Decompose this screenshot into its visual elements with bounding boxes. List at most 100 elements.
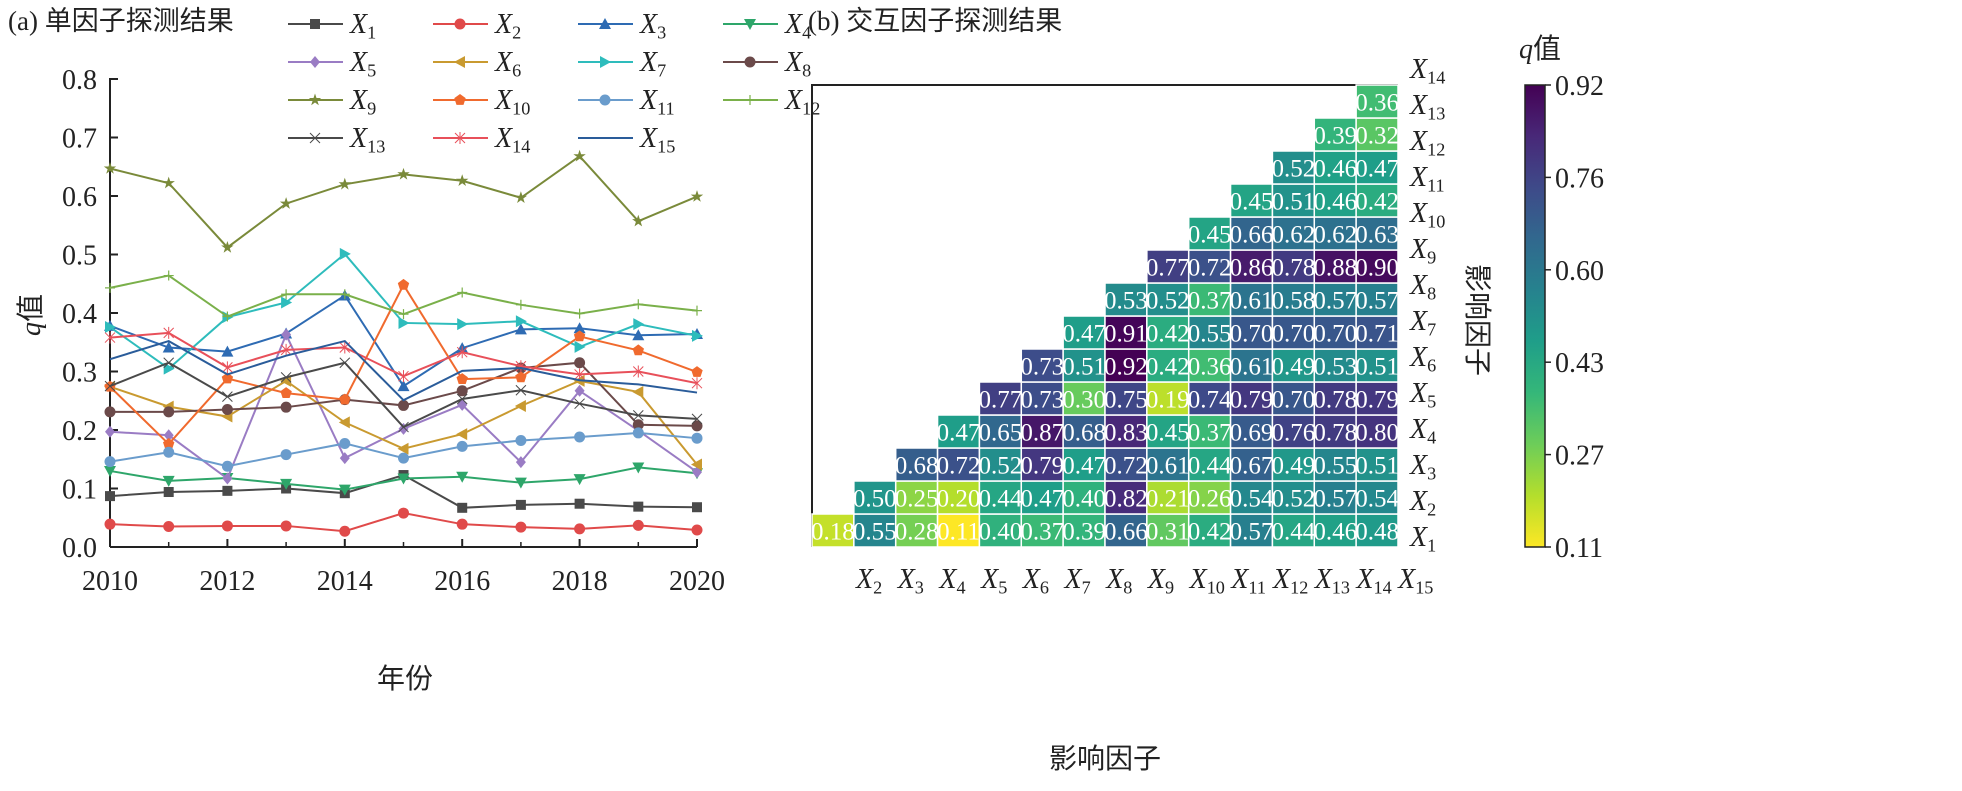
cell-value: 0.51 [1355,354,1399,381]
cell-value: 0.72 [1104,453,1148,480]
cell-value: 0.30 [1062,387,1106,414]
cell-value: 0.37 [1188,288,1232,315]
cell-value: 0.72 [1188,255,1232,282]
heatmap-cell: 0.66 [1104,513,1148,548]
series-X9 [103,149,704,253]
cell-rect [1229,216,1274,251]
cell-rect [1313,480,1357,515]
marker-plus [105,282,115,293]
marker-asterisk [163,326,175,339]
heatmap-cell: 0.57 [1229,513,1274,548]
cell-value: 0.66 [1230,222,1274,249]
marker-circle [221,520,233,532]
marker-circle [398,452,409,464]
marker-circle [104,518,116,530]
marker-triangle-down [456,471,469,483]
heatmap-cell: 0.47 [1062,315,1106,350]
marker-triangle-right [600,56,611,68]
cell-value: 0.44 [978,486,1022,513]
cell-value: 0.92 [1104,354,1148,381]
y-tick-label: 0.8 [62,65,97,96]
heatmap-cell: 0.47 [1062,447,1106,482]
heatmap-cell: 0.45 [1230,183,1273,218]
series-X7 [105,247,703,375]
heatmap-cell: 0.72 [1104,447,1148,482]
heatmap-cell: 0.47 [937,414,980,449]
colorbar [1524,84,1546,548]
cell-rect [1229,513,1274,548]
heatmap-cell: 0.18 [811,513,855,548]
x-category-label: X11 [1230,564,1266,598]
cell-value: 0.87 [1020,420,1064,447]
cell-value: 0.51 [1271,189,1315,216]
heatmap-cell: 0.79 [1230,381,1273,416]
cell-value: 0.74 [1188,387,1232,414]
marker-circle [104,406,116,418]
marker-diamond [222,472,233,485]
heatmap-cell: 0.40 [1062,480,1106,515]
heatmap-cell: 0.42 [1146,315,1190,350]
marker-triangle-right [633,318,645,331]
cell-value: 0.37 [1188,420,1232,447]
marker-star [162,176,175,189]
marker-triangle [573,322,586,334]
heatmap-cell: 0.72 [1188,249,1232,284]
marker-star [103,162,117,174]
heatmap-cell: 0.55 [853,513,897,548]
marker-x [339,357,351,369]
legend-label: X2 [494,9,521,43]
marker-x [163,357,175,369]
cell-rect [1355,249,1399,284]
heatmap-cell: 0.62 [1271,216,1315,251]
cell-rect [1187,513,1232,548]
marker-diamond [163,429,174,442]
cell-value: 0.42 [1355,189,1399,216]
y-tick-label: 0.0 [62,533,97,564]
marker-star [279,197,293,209]
cell-rect [936,513,981,548]
y-category-label: X13 [1409,90,1445,124]
marker-triangle-right [692,329,703,342]
marker-triangle-down [573,474,586,486]
cell-value: 0.55 [853,519,897,546]
heatmap-cell: 0.77 [978,381,1022,416]
heatmap-cell: 0.79 [1355,381,1399,416]
cell-rect [1020,414,1064,449]
y-tick-label: 0.4 [62,299,97,330]
cell-value: 0.48 [1355,519,1399,546]
marker-circle [339,525,351,537]
colorbar-tick-label: 0.43 [1555,348,1604,379]
marker-square [692,502,702,513]
y-tick-label: 0.1 [62,475,97,506]
heatmap-cell: 0.25 [895,480,939,515]
cell-rect [1313,216,1357,251]
marker-circle [691,420,703,432]
marker-triangle-right [457,318,469,331]
legend-label: X1 [349,9,376,43]
legend-label: X5 [349,47,376,81]
marker-square [105,491,115,502]
cell-rect [1271,150,1316,185]
heatmap-cell: 0.53 [1313,348,1357,383]
legend-label: X13 [349,123,385,157]
cell-value: 0.52 [1271,486,1315,513]
x-tick-label: 2010 [82,566,138,597]
cell-rect [1020,513,1064,548]
cell-value: 0.69 [1230,420,1274,447]
y-category-label: X12 [1409,126,1445,160]
heatmap-cell: 0.54 [1355,480,1399,515]
marker-circle [339,437,351,449]
heatmap-y-axis-label: 影响因子 [1461,264,1493,376]
cell-value: 0.73 [1020,354,1064,381]
heatmap-cell: 0.69 [1230,414,1274,449]
marker-circle [632,427,644,439]
marker-diamond [310,56,320,68]
y-category-label: X3 [1409,450,1436,484]
cell-value: 0.63 [1355,222,1399,249]
marker-circle [456,518,468,530]
cell-value: 0.57 [1230,519,1274,546]
marker-asterisk [574,368,585,381]
heatmap-cell: 0.73 [1020,381,1064,416]
cell-rect [1187,414,1232,449]
